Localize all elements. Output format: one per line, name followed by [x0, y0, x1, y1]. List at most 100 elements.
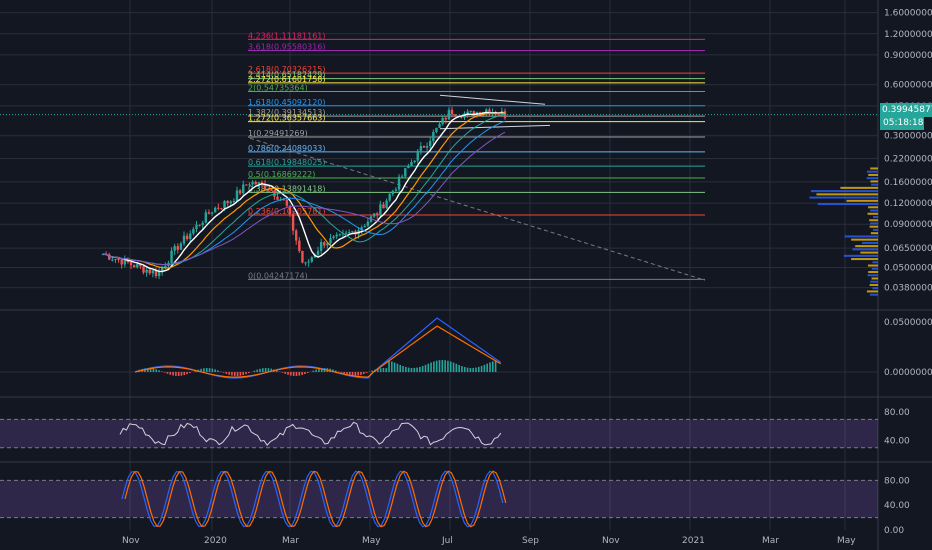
macd-histogram-bar — [461, 366, 463, 372]
macd-histogram-bar — [256, 369, 259, 372]
volume-profile-bar — [844, 235, 878, 238]
price-tag: 0.39945877 — [880, 103, 932, 117]
volume-profile-bar — [851, 238, 878, 241]
macd-signal-line — [134, 325, 502, 378]
macd-histogram-bar — [421, 365, 424, 372]
fib-level-label: 0(0.04247174) — [248, 271, 308, 280]
macd-histogram-bar — [222, 372, 225, 373]
macd-histogram-bar — [480, 365, 483, 372]
macd-histogram-bar — [393, 362, 396, 372]
candle-body — [435, 127, 438, 132]
macd-histogram-bar — [458, 364, 460, 372]
rsi-tick-label: 40.00 — [884, 437, 910, 447]
macd-histogram-bar — [494, 360, 497, 372]
candle-body — [139, 264, 142, 267]
candle-body — [404, 168, 407, 177]
macd-histogram-bar — [469, 367, 472, 372]
volume-profile-bar — [871, 277, 878, 280]
macd-histogram-bar — [447, 360, 449, 372]
macd-histogram-bar — [259, 368, 261, 372]
candle-body — [238, 190, 242, 194]
fib-level-label: 2.618(0.70326215) — [248, 65, 326, 74]
fib-level-label: 2(0.54735364) — [248, 83, 308, 92]
macd-histogram-bar — [239, 372, 242, 376]
macd-histogram-bar — [320, 368, 323, 372]
candle-body — [466, 111, 469, 114]
candle-body — [351, 231, 354, 233]
fib-level-label: 2.414(0.65182429) — [248, 71, 326, 80]
candle-body — [260, 182, 264, 184]
candle-body — [164, 266, 167, 268]
rsi-line — [119, 421, 502, 447]
volume-profile-bar — [871, 267, 878, 270]
volume-profile-bar — [843, 254, 878, 257]
candle-body — [176, 246, 179, 250]
macd-histogram-bar — [175, 372, 177, 376]
macd-histogram-bar — [301, 372, 303, 376]
candle-body — [151, 270, 155, 274]
time-axis-label: May — [837, 536, 856, 546]
candle-body — [223, 200, 226, 209]
candle-body — [257, 182, 261, 185]
candle-body — [453, 114, 457, 117]
time-axis-label: May — [362, 536, 381, 546]
candle-body — [316, 250, 320, 255]
macd-histogram-bar — [304, 372, 306, 375]
macd-histogram-bar — [228, 372, 230, 375]
macd-histogram-bar — [343, 372, 345, 374]
time-axis-label: Jul — [441, 536, 453, 546]
candle-body — [410, 162, 413, 166]
candle-body — [285, 199, 289, 206]
macd-histogram-bar — [186, 372, 188, 375]
macd-histogram-bar — [245, 372, 247, 375]
macd-histogram-bar — [231, 372, 233, 376]
candle-body — [385, 200, 388, 209]
macd-histogram-bar — [253, 370, 256, 372]
candle-body — [360, 227, 363, 231]
candle-body — [310, 257, 313, 262]
candle-body — [438, 123, 441, 128]
macd-histogram-bar — [416, 367, 418, 372]
candle-body — [129, 262, 133, 265]
macd-histogram-bar — [225, 372, 228, 374]
macd-histogram-bar — [379, 368, 382, 372]
candle-body — [329, 238, 332, 244]
candle-body — [432, 131, 435, 141]
volume-profile-bar — [855, 245, 878, 248]
macd-histogram-bar — [149, 368, 152, 372]
candle-body — [245, 184, 248, 186]
candle-body — [469, 110, 472, 112]
macd-histogram-bar — [357, 372, 359, 376]
fib-level-label: 1.618(0.45092120) — [248, 98, 326, 107]
volume-profile-bar — [869, 293, 878, 296]
volume-profile-bar — [868, 206, 878, 209]
macd-histogram-bar — [315, 369, 317, 372]
candle-body — [397, 176, 401, 190]
macd-histogram-bar — [405, 366, 407, 372]
candle-body — [298, 240, 301, 252]
volume-profile-bar — [851, 258, 878, 261]
fib-level-label: 3.618(0.95580316) — [248, 43, 326, 52]
volume-profile-bar — [869, 225, 878, 228]
candle-body — [419, 146, 423, 151]
macd-histogram-bar — [292, 372, 295, 376]
candle-body — [270, 189, 273, 191]
macd-histogram-bar — [441, 360, 444, 372]
stoch-band — [0, 480, 878, 518]
macd-histogram-bar — [217, 370, 219, 372]
macd-histogram-bar — [281, 372, 284, 373]
stoch-tick-label: 0.00 — [884, 526, 904, 536]
candle-body — [182, 235, 186, 244]
fib-level-label: 2.272(0.61601758) — [248, 75, 326, 84]
rsi-band — [0, 419, 878, 448]
macd-histogram-bar — [449, 361, 452, 372]
